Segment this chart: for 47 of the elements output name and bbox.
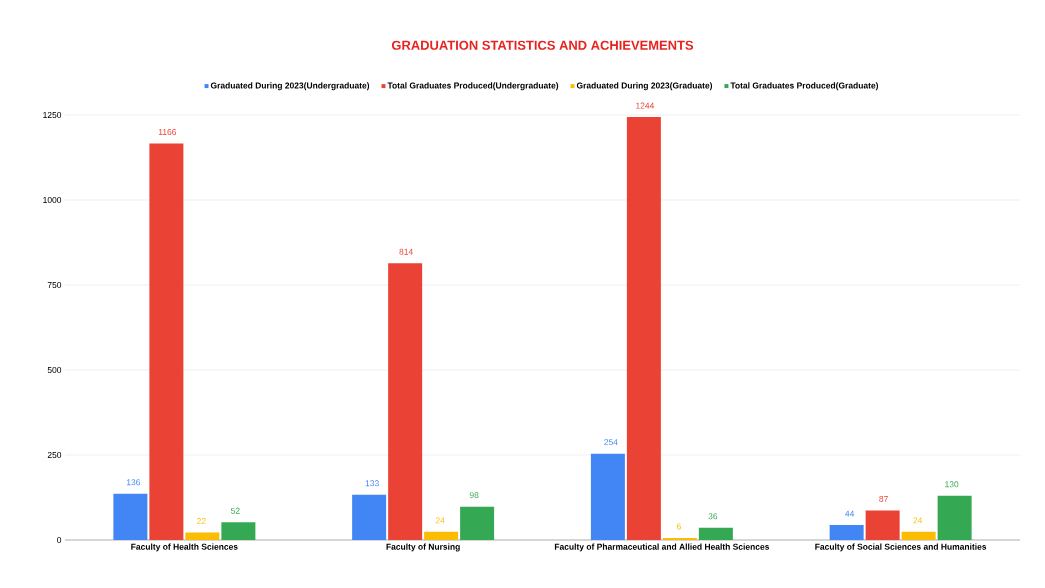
bar [424,531,459,540]
data-label: 814 [399,248,413,255]
bar [662,537,697,540]
bar [698,527,733,540]
bar [149,143,184,540]
bar [829,525,864,540]
x-tick-label: Faculty of Nursing [386,543,460,552]
data-label: 98 [469,492,479,499]
chart-title: GRADUATION STATISTICS AND ACHIEVEMENTS [391,40,694,50]
bar [460,506,495,540]
legend-label: Total Graduates Produced(Undergraduate) [387,82,559,91]
legend-label: Total Graduates Produced(Graduate) [730,82,879,91]
y-tick-label: 750 [47,282,62,288]
bar [626,117,661,540]
legend-label: Graduated During 2023(Undergraduate) [210,82,370,91]
bar [388,263,423,540]
bar [937,495,972,540]
bar [113,493,148,540]
bar [221,522,256,540]
x-tick-label: Faculty of Health Sciences [131,543,238,552]
y-tick-label: 500 [47,367,62,373]
y-tick-label: 1250 [43,112,62,118]
bar [865,510,900,540]
legend-label: Graduated During 2023(Graduate) [576,82,713,91]
bar [352,494,387,540]
data-label: 254 [604,439,618,446]
data-label: 22 [197,518,206,524]
bar [185,532,220,540]
x-tick-label: Faculty of Pharmaceutical and Allied Health Sciences [554,543,770,552]
data-label: 36 [708,513,718,520]
data-label: 1244 [636,102,655,109]
bar [901,531,936,540]
y-tick-label: 1000 [43,197,62,203]
data-label: 136 [126,479,141,486]
y-tick-label: 250 [47,452,62,458]
y-tick-label: 0 [57,537,62,543]
data-label: 1166 [158,129,177,136]
data-label: 133 [365,480,379,487]
data-label: 130 [945,481,959,488]
data-label: 52 [231,507,240,514]
data-label: 87 [879,495,888,502]
data-label: 44 [845,510,855,517]
bar [590,453,625,540]
data-label: 24 [913,517,923,524]
data-label: 6 [676,523,681,530]
x-tick-label: Faculty of Social Sciences and Humanities [815,543,987,552]
data-label: 24 [435,517,445,524]
